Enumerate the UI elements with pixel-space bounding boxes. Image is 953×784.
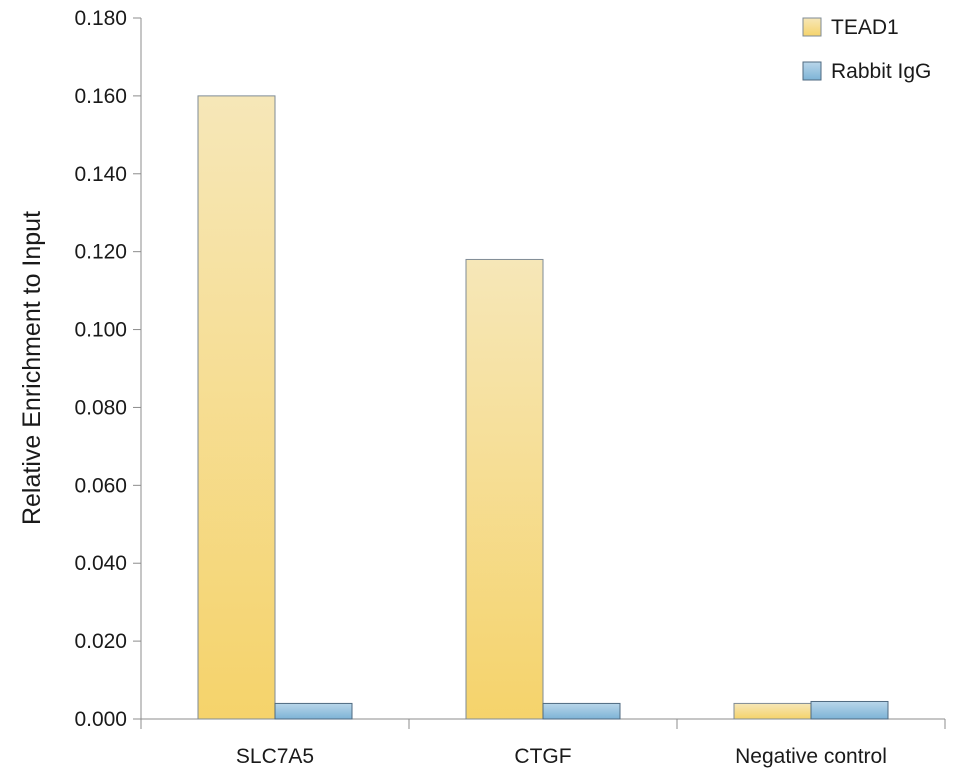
y-tick-label: 0.020 bbox=[74, 630, 127, 653]
y-tick-label: 0.000 bbox=[74, 708, 127, 731]
y-tick-label: 0.080 bbox=[74, 396, 127, 419]
bar-tead1 bbox=[465, 258, 544, 720]
legend-label: TEAD1 bbox=[831, 16, 899, 39]
bar-rabbit-igg bbox=[542, 702, 621, 720]
legend: TEAD1 Rabbit IgG bbox=[802, 16, 931, 83]
x-category-label: SLC7A5 bbox=[236, 745, 314, 768]
y-axis: 0.000 0.020 0.040 0.060 0.080 0.100 0.120 0.140… bbox=[74, 7, 142, 731]
legend-swatch bbox=[802, 17, 822, 37]
x-category-label: Negative control bbox=[735, 745, 887, 768]
y-tick-label: 0.140 bbox=[74, 163, 127, 186]
y-tick-label: 0.160 bbox=[74, 85, 127, 108]
y-axis-title: Relative Enrichment to Input bbox=[18, 211, 46, 525]
y-tick-label: 0.040 bbox=[74, 552, 127, 575]
y-tick-label: 0.100 bbox=[74, 319, 127, 342]
x-axis: SLC7A5 CTGF Negative control bbox=[140, 718, 946, 768]
bar-rabbit-igg bbox=[274, 702, 353, 720]
legend-swatch bbox=[802, 61, 822, 81]
x-category-label: CTGF bbox=[514, 745, 571, 768]
y-tick-label: 0.120 bbox=[74, 241, 127, 264]
bar-tead1 bbox=[733, 702, 812, 720]
y-tick-label: 0.060 bbox=[74, 474, 127, 497]
y-tick-label: 0.180 bbox=[74, 7, 127, 30]
bars bbox=[197, 95, 889, 720]
legend-label: Rabbit IgG bbox=[831, 60, 931, 83]
bar-tead1 bbox=[197, 95, 276, 720]
bar-rabbit-igg bbox=[810, 700, 889, 720]
